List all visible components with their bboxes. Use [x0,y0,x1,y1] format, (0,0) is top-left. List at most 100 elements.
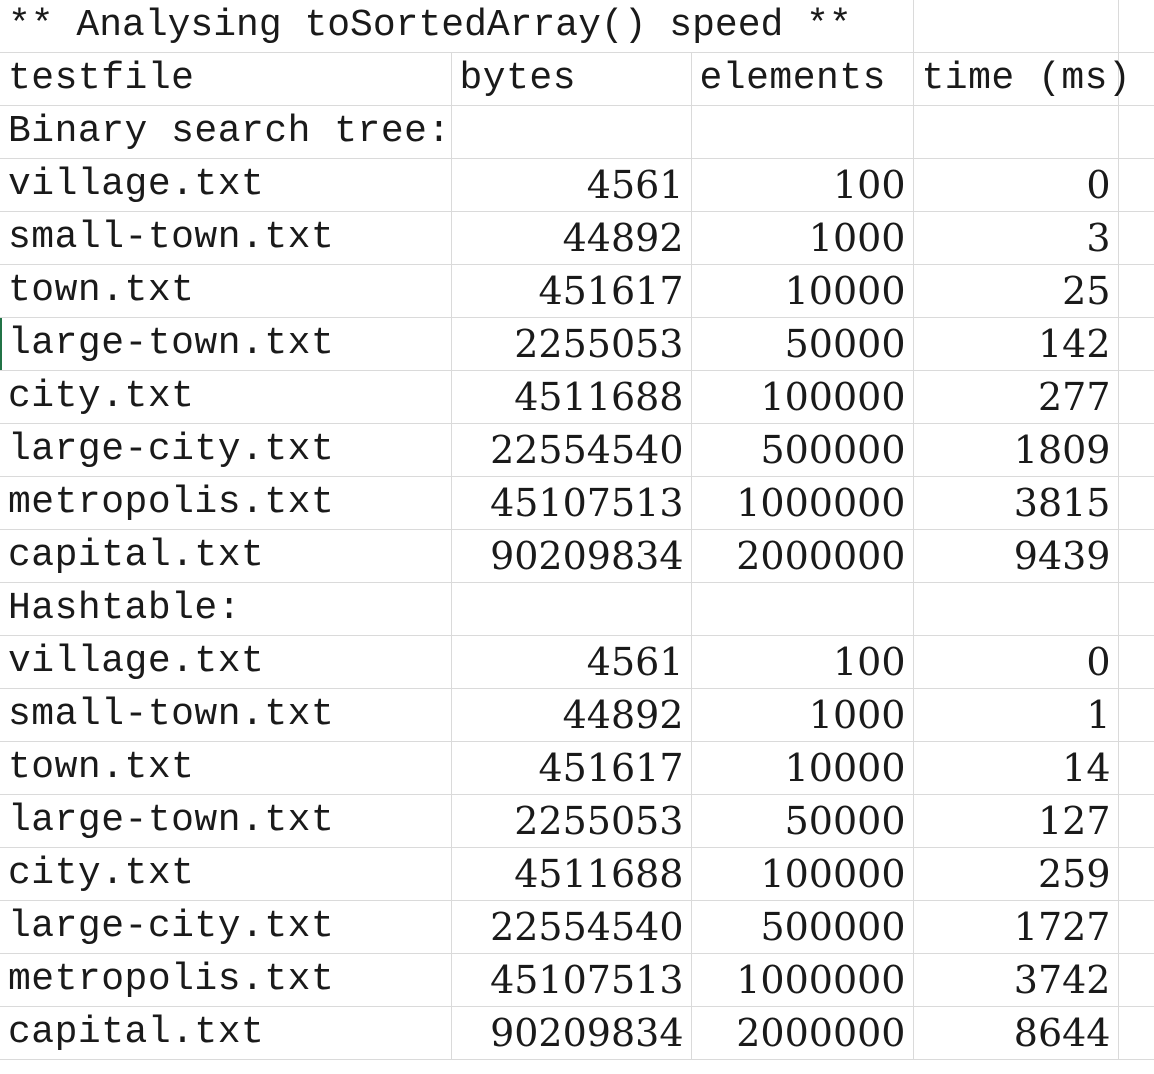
cell[interactable] [913,582,1119,636]
cell[interactable] [1118,953,1154,1007]
cell[interactable] [1118,741,1154,795]
elements-cell[interactable]: 50000 [691,317,914,371]
bytes-cell[interactable]: 451617 [451,741,692,795]
time-cell[interactable]: 0 [913,158,1119,212]
file-cell[interactable]: small-town.txt [0,211,452,265]
cell[interactable] [1118,900,1154,954]
elements-cell[interactable]: 1000000 [691,953,914,1007]
cell[interactable] [1118,0,1154,53]
elements-cell[interactable]: 100 [691,158,914,212]
cell[interactable] [1118,158,1154,212]
cell[interactable] [1118,794,1154,848]
elements-cell[interactable]: 100000 [691,370,914,424]
cell[interactable] [1118,423,1154,477]
elements-cell[interactable]: 1000000 [691,476,914,530]
cell[interactable] [1118,105,1154,159]
cell[interactable] [451,0,691,53]
cell[interactable] [1118,582,1154,636]
header-bytes[interactable]: bytes [451,52,692,106]
file-cell[interactable]: town.txt [0,264,452,318]
bytes-cell[interactable]: 90209834 [451,529,692,583]
time-cell[interactable]: 142 [913,317,1119,371]
cell[interactable] [1118,211,1154,265]
time-cell[interactable]: 1809 [913,423,1119,477]
time-cell[interactable]: 127 [913,794,1119,848]
cell[interactable] [1118,476,1154,530]
file-cell[interactable]: capital.txt [0,529,452,583]
cell[interactable] [1118,264,1154,318]
elements-cell[interactable]: 2000000 [691,1006,914,1060]
cell[interactable] [1118,635,1154,689]
cell[interactable] [1118,1006,1154,1060]
bytes-cell[interactable]: 22554540 [451,423,692,477]
cell[interactable] [913,0,1119,53]
elements-cell[interactable]: 2000000 [691,529,914,583]
file-cell[interactable]: village.txt [0,158,452,212]
cell[interactable] [451,105,692,159]
bytes-cell[interactable]: 44892 [451,211,692,265]
file-cell[interactable]: metropolis.txt [0,476,452,530]
file-cell[interactable]: town.txt [0,741,452,795]
section-label[interactable]: Hashtable: [0,582,452,636]
cell[interactable] [1118,688,1154,742]
elements-cell[interactable]: 500000 [691,423,914,477]
section-label[interactable]: Binary search tree: [0,105,452,159]
cell[interactable] [913,105,1119,159]
bytes-cell[interactable]: 90209834 [451,1006,692,1060]
time-cell[interactable]: 14 [913,741,1119,795]
cell[interactable] [691,582,914,636]
file-cell[interactable]: city.txt [0,847,452,901]
bytes-cell[interactable]: 451617 [451,264,692,318]
cell[interactable] [1118,847,1154,901]
file-cell[interactable]: metropolis.txt [0,953,452,1007]
time-cell[interactable]: 3742 [913,953,1119,1007]
bytes-cell[interactable]: 4561 [451,635,692,689]
file-cell[interactable]: village.txt [0,635,452,689]
bytes-cell[interactable]: 22554540 [451,900,692,954]
elements-cell[interactable]: 1000 [691,688,914,742]
file-cell[interactable]: small-town.txt [0,688,452,742]
bytes-cell[interactable]: 2255053 [451,794,692,848]
time-cell[interactable]: 277 [913,370,1119,424]
cell[interactable] [691,105,914,159]
file-cell[interactable]: large-town.txt [0,794,452,848]
cell[interactable] [1118,529,1154,583]
cell[interactable] [691,0,914,53]
time-cell[interactable]: 3 [913,211,1119,265]
time-cell[interactable]: 3815 [913,476,1119,530]
file-cell[interactable]: city.txt [0,370,452,424]
time-cell[interactable]: 8644 [913,1006,1119,1060]
cell[interactable] [451,582,692,636]
elements-cell[interactable]: 100 [691,635,914,689]
file-cell[interactable]: large-town.txt [0,317,452,371]
elements-cell[interactable]: 1000 [691,211,914,265]
elements-cell[interactable]: 10000 [691,264,914,318]
header-time[interactable]: time (ms) [913,52,1131,106]
bytes-cell[interactable]: 4561 [451,158,692,212]
file-cell[interactable]: large-city.txt [0,900,452,954]
elements-cell[interactable]: 500000 [691,900,914,954]
bytes-cell[interactable]: 44892 [451,688,692,742]
bytes-cell[interactable]: 4511688 [451,370,692,424]
title-cell[interactable]: ** Analysing toSortedArray() speed ** [0,0,852,53]
time-cell[interactable]: 259 [913,847,1119,901]
elements-cell[interactable]: 100000 [691,847,914,901]
bytes-cell[interactable]: 45107513 [451,953,692,1007]
cell[interactable] [1118,317,1154,371]
time-cell[interactable]: 1 [913,688,1119,742]
cell[interactable] [1118,370,1154,424]
cell[interactable] [1118,52,1154,106]
time-cell[interactable]: 1727 [913,900,1119,954]
bytes-cell[interactable]: 2255053 [451,317,692,371]
time-cell[interactable]: 9439 [913,529,1119,583]
elements-cell[interactable]: 10000 [691,741,914,795]
elements-cell[interactable]: 50000 [691,794,914,848]
bytes-cell[interactable]: 45107513 [451,476,692,530]
bytes-cell[interactable]: 4511688 [451,847,692,901]
header-testfile[interactable]: testfile [0,52,452,106]
header-elements[interactable]: elements [691,52,914,106]
time-cell[interactable]: 0 [913,635,1119,689]
file-cell[interactable]: large-city.txt [0,423,452,477]
file-cell[interactable]: capital.txt [0,1006,452,1060]
time-cell[interactable]: 25 [913,264,1119,318]
